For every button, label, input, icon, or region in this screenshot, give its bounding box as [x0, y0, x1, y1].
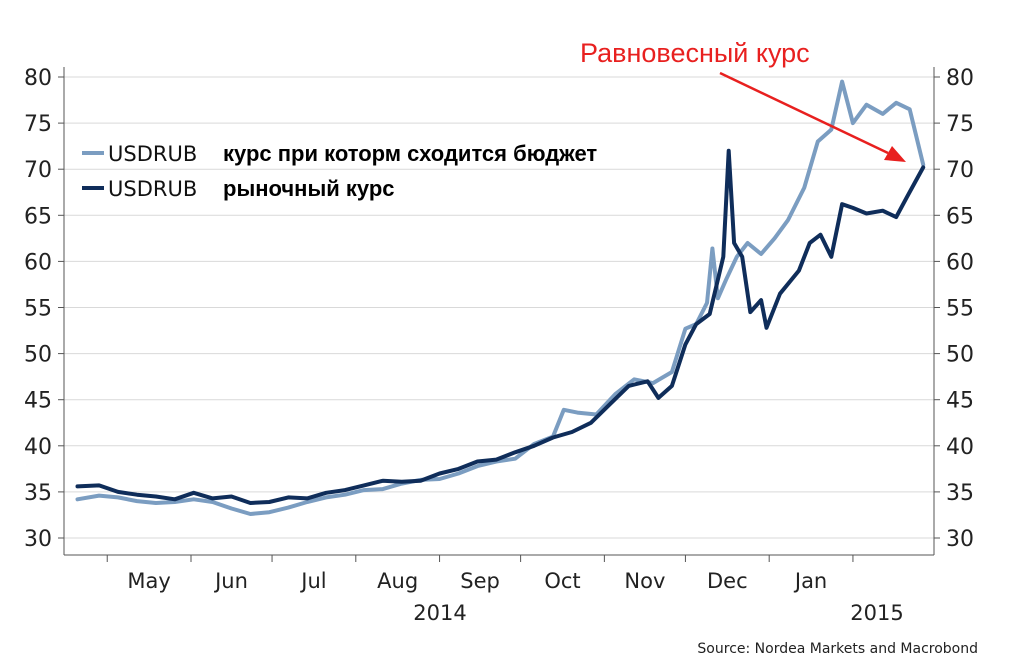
y-tick-left-80: 80 [24, 66, 52, 91]
x-tick-jan: Jan [793, 569, 827, 593]
legend-series-1-name: USDRUB [108, 142, 197, 166]
y-tick-right-65: 65 [946, 204, 974, 229]
y-axis-right: 30 35 40 45 50 55 60 65 70 75 80 [934, 66, 974, 552]
x-tick-sep: Sep [460, 569, 500, 593]
source-note: Source: Nordea Markets and Macrobond [697, 641, 978, 657]
y-tick-left-60: 60 [24, 250, 52, 275]
legend: USDRUB курс при которм сходится бюджет U… [82, 141, 597, 201]
y-tick-right-50: 50 [946, 343, 974, 368]
y-tick-right-70: 70 [946, 158, 974, 183]
y-tick-left-30: 30 [24, 527, 52, 552]
x-tick-dec: Dec [707, 569, 748, 593]
y-tick-left-50: 50 [24, 343, 52, 368]
y-tick-right-75: 75 [946, 112, 974, 137]
legend-series-2-description: рыночный курс [223, 176, 395, 201]
x-tick-jul: Jul [299, 569, 326, 593]
x-tick-oct: Oct [544, 569, 580, 593]
x-tick-may: May [127, 569, 170, 593]
y-tick-left-65: 65 [24, 204, 52, 229]
y-tick-left-75: 75 [24, 112, 52, 137]
y-tick-left-55: 55 [24, 297, 52, 322]
y-tick-left-40: 40 [24, 435, 52, 460]
series-group [75, 79, 926, 516]
x-axis: May Jun Jul Aug Sep Oct Nov Dec Jan [106, 555, 854, 593]
y-tick-left-35: 35 [24, 481, 52, 506]
year-label-2014: 2014 [413, 601, 466, 625]
y-tick-left-70: 70 [24, 158, 52, 183]
legend-series-1-description: курс при которм сходится бюджет [223, 141, 597, 166]
gridlines [64, 76, 934, 539]
legend-series-2-name: USDRUB [108, 177, 197, 201]
series-line-1 [75, 79, 926, 516]
y-tick-right-80: 80 [946, 66, 974, 91]
year-label-2015: 2015 [850, 601, 903, 625]
axes [63, 67, 935, 556]
y-tick-right-45: 45 [946, 389, 974, 414]
y-tick-right-60: 60 [946, 250, 974, 275]
y-tick-right-30: 30 [946, 527, 974, 552]
annotation-arrow [719, 71, 906, 162]
x-tick-aug: Aug [377, 569, 418, 593]
y-tick-right-55: 55 [946, 297, 974, 322]
y-tick-right-40: 40 [946, 435, 974, 460]
y-tick-right-35: 35 [946, 481, 974, 506]
x-tick-jun: Jun [213, 569, 248, 593]
series-line-2 [75, 148, 926, 505]
annotation-label: Равновесный курс [580, 38, 810, 68]
y-tick-left-45: 45 [24, 389, 52, 414]
x-tick-nov: Nov [624, 569, 665, 593]
y-axis-left: 30 35 40 45 50 55 60 65 70 75 80 [24, 66, 64, 552]
